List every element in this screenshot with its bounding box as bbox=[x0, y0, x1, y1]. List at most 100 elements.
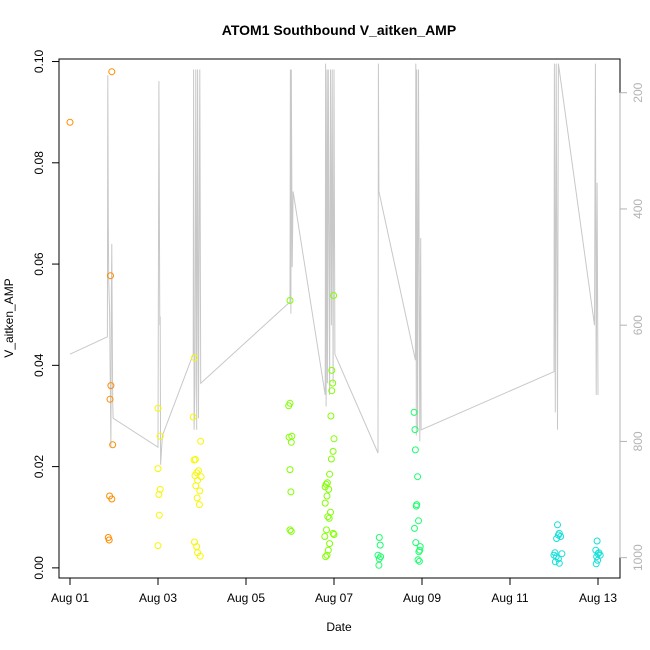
data-point bbox=[554, 521, 561, 529]
y-tick-label: 0.08 bbox=[32, 151, 46, 175]
data-point bbox=[196, 487, 204, 495]
x-axis: Aug 01 Aug 03 Aug 05 Aug 07 Aug 09 Aug 11 Aug … bbox=[51, 578, 617, 605]
data-point bbox=[555, 559, 563, 567]
x-tick-label: Aug 13 bbox=[579, 591, 617, 605]
data-point bbox=[322, 553, 330, 561]
y-tick-label: 0.04 bbox=[32, 353, 46, 377]
data-point bbox=[412, 502, 420, 510]
data-point bbox=[592, 560, 600, 568]
y-right-tick-label: 400 bbox=[631, 199, 645, 219]
points-layer bbox=[66, 68, 604, 569]
data-point bbox=[286, 297, 294, 304]
data-point bbox=[326, 470, 334, 478]
data-point bbox=[594, 556, 602, 564]
data-point bbox=[375, 561, 383, 569]
data-point bbox=[329, 379, 337, 387]
data-point bbox=[553, 535, 561, 542]
data-point bbox=[155, 511, 163, 519]
data-point bbox=[551, 558, 559, 566]
data-point bbox=[552, 553, 560, 561]
data-point bbox=[593, 553, 601, 561]
data-point bbox=[330, 531, 338, 538]
data-point bbox=[195, 501, 203, 509]
y-tick-label: 0.06 bbox=[32, 252, 46, 276]
data-point bbox=[189, 413, 197, 421]
data-point bbox=[375, 534, 383, 541]
data-point bbox=[328, 387, 336, 395]
data-point bbox=[416, 543, 424, 551]
data-point bbox=[154, 542, 162, 550]
data-point bbox=[154, 404, 162, 412]
y-axis: 0.00 0.02 0.04 0.06 0.08 0.10 bbox=[32, 49, 59, 580]
data-point bbox=[66, 118, 74, 126]
x-tick-label: Aug 05 bbox=[227, 591, 265, 605]
data-point bbox=[287, 527, 295, 535]
y-right-tick-label: 200 bbox=[631, 82, 645, 102]
series-line bbox=[69, 63, 599, 465]
data-point bbox=[376, 541, 384, 549]
data-point bbox=[156, 485, 164, 493]
data-point bbox=[321, 533, 329, 540]
data-point bbox=[327, 412, 335, 420]
y-tick-label: 0.10 bbox=[32, 49, 46, 73]
data-point bbox=[324, 546, 332, 554]
data-point bbox=[415, 557, 423, 565]
data-point bbox=[324, 513, 332, 521]
data-point bbox=[105, 536, 113, 544]
data-point bbox=[286, 399, 294, 407]
data-point bbox=[593, 537, 601, 545]
data-point bbox=[286, 466, 294, 474]
data-point bbox=[197, 473, 205, 481]
data-point bbox=[323, 526, 330, 534]
data-point bbox=[375, 555, 383, 563]
data-point bbox=[192, 482, 200, 490]
data-point bbox=[415, 548, 423, 556]
data-point bbox=[193, 494, 201, 502]
data-point bbox=[286, 526, 294, 534]
data-point bbox=[106, 395, 114, 403]
data-point bbox=[411, 524, 418, 532]
data-point bbox=[154, 465, 162, 473]
data-point bbox=[325, 485, 333, 493]
y-right-tick-label: 1000 bbox=[631, 544, 645, 571]
data-point bbox=[415, 517, 422, 525]
data-point bbox=[329, 529, 337, 537]
data-point bbox=[321, 499, 329, 507]
y-axis-label: V_aitken_AMP bbox=[2, 278, 16, 357]
data-point bbox=[108, 68, 116, 76]
data-point bbox=[326, 540, 334, 548]
data-point bbox=[558, 550, 566, 558]
data-point bbox=[287, 438, 295, 446]
data-point bbox=[411, 446, 419, 454]
data-point bbox=[414, 556, 422, 564]
data-point bbox=[156, 432, 164, 440]
data-point bbox=[328, 366, 336, 374]
y-tick-label: 0.02 bbox=[32, 455, 46, 479]
line-layer bbox=[69, 63, 599, 465]
x-tick-label: Aug 03 bbox=[139, 591, 177, 605]
y-right-tick-label: 800 bbox=[631, 431, 645, 451]
data-point bbox=[155, 491, 163, 498]
data-point bbox=[109, 441, 117, 449]
x-tick-label: Aug 01 bbox=[51, 591, 89, 605]
y-axis-right: 200 400 600 800 1000 bbox=[619, 82, 645, 571]
x-tick-label: Aug 09 bbox=[403, 591, 441, 605]
y-tick-label: 0.00 bbox=[32, 556, 46, 580]
data-point bbox=[323, 551, 331, 559]
data-point bbox=[107, 382, 115, 390]
chart-title: ATOM1 Southbound V_aitken_AMP bbox=[222, 22, 456, 38]
data-point bbox=[411, 426, 419, 434]
x-tick-label: Aug 11 bbox=[491, 591, 528, 605]
data-point bbox=[330, 435, 338, 443]
data-point bbox=[196, 552, 204, 560]
data-point bbox=[287, 488, 295, 496]
data-point bbox=[195, 467, 202, 475]
data-point bbox=[323, 492, 331, 500]
data-point bbox=[327, 455, 335, 463]
x-tick-label: Aug 07 bbox=[315, 591, 353, 605]
data-point bbox=[325, 514, 333, 522]
data-point bbox=[330, 292, 338, 299]
data-point bbox=[108, 495, 116, 503]
data-point bbox=[414, 473, 422, 481]
data-point bbox=[190, 456, 198, 464]
